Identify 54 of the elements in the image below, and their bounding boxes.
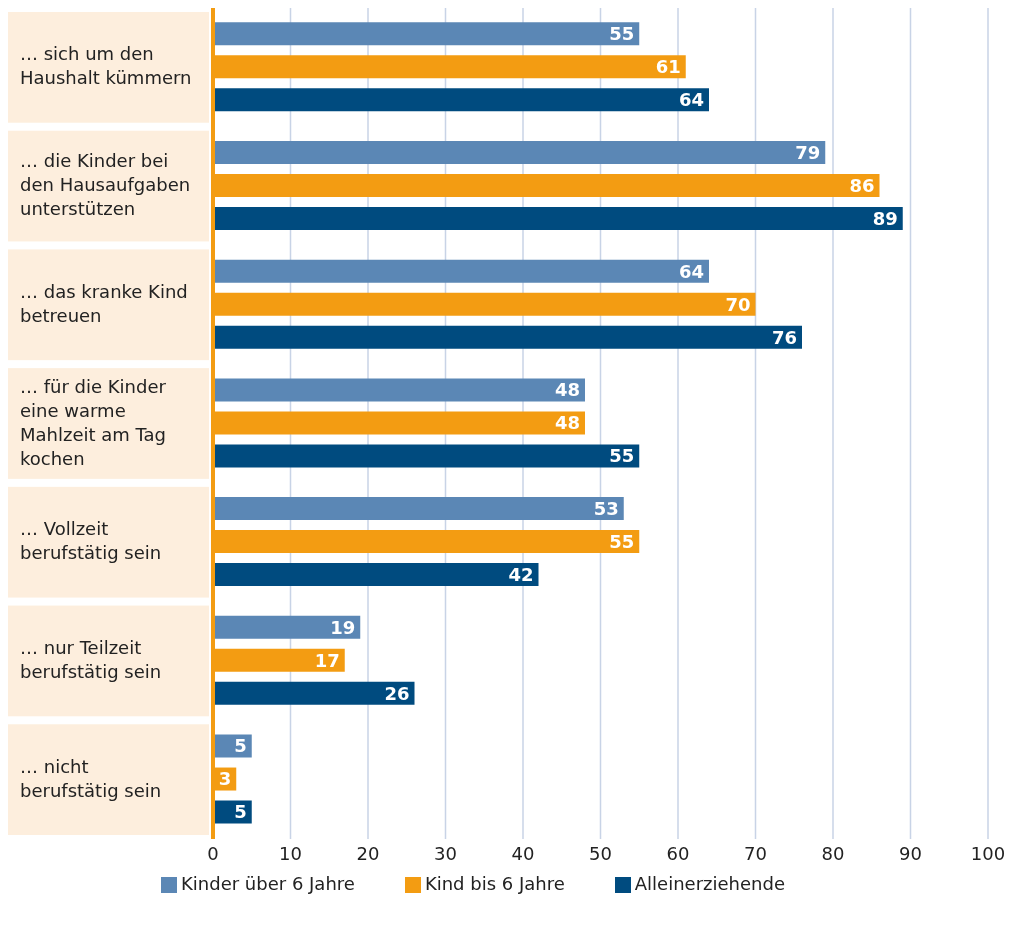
data-label: 64 [678, 260, 704, 282]
data-label: 48 [554, 379, 580, 401]
bar [213, 88, 709, 112]
data-label: 5 [234, 801, 247, 823]
data-label: 55 [609, 530, 635, 552]
x-tick-label: 90 [899, 842, 922, 864]
y-tick-label: … für die Kinder eine warme Mahlzeit am Tag kochen [20, 375, 167, 469]
x-tick-label: 20 [356, 842, 380, 864]
x-tick-label: 40 [511, 842, 535, 864]
bar [213, 259, 709, 283]
data-label: 26 [384, 682, 410, 704]
data-label: 3 [218, 768, 232, 790]
x-tick-label: 30 [434, 842, 457, 864]
x-tick-label: 70 [744, 842, 767, 864]
data-label: 70 [725, 293, 751, 315]
bar [213, 497, 624, 521]
data-label: 17 [314, 649, 340, 671]
y-tick-label: … die Kinder bei den Hausaufgaben unterstützen [20, 150, 191, 220]
data-label: 53 [593, 497, 619, 519]
bar [213, 140, 826, 164]
data-label: 48 [554, 412, 580, 434]
x-tick-label: 100 [970, 842, 1006, 864]
x-tick-label: 80 [821, 842, 845, 864]
data-label: 61 [655, 56, 681, 78]
data-label: 89 [872, 207, 898, 229]
legend-label: Kinder über 6 Jahre [181, 873, 355, 894]
data-label: 79 [795, 141, 821, 163]
bar [213, 681, 415, 705]
legend-label: Kind bis 6 Jahre [424, 873, 565, 894]
data-label: 55 [609, 23, 635, 45]
data-label: 64 [678, 89, 704, 111]
data-label: 76 [771, 326, 797, 348]
y-tick-label: … nur Teilzeit berufstätig sein [20, 636, 162, 682]
y-tick-label: … das kranke Kind betreuen [20, 280, 188, 326]
y-tick-label: … Vollzeit berufstätig sein [20, 518, 162, 564]
y-tick-label: … sich um den Haushalt kümmern [20, 43, 192, 89]
data-label: 55 [609, 445, 635, 467]
x-tick-label: 10 [279, 842, 302, 864]
data-label: 86 [849, 174, 875, 196]
x-tick-label: 60 [666, 842, 690, 864]
bar [213, 325, 802, 349]
x-tick-label: 0 [207, 842, 219, 864]
bar [213, 615, 361, 639]
bar [213, 206, 903, 230]
y-tick-label: … nicht berufstätig sein [20, 755, 162, 801]
data-label: 42 [508, 563, 534, 585]
legend-label: Alleinerziehende [634, 873, 785, 894]
bar [213, 22, 640, 46]
bar [213, 563, 539, 587]
bar [213, 378, 585, 402]
data-label: 5 [234, 735, 247, 757]
x-tick-label: 50 [589, 842, 612, 864]
bar [213, 444, 640, 468]
data-label: 19 [330, 616, 356, 638]
